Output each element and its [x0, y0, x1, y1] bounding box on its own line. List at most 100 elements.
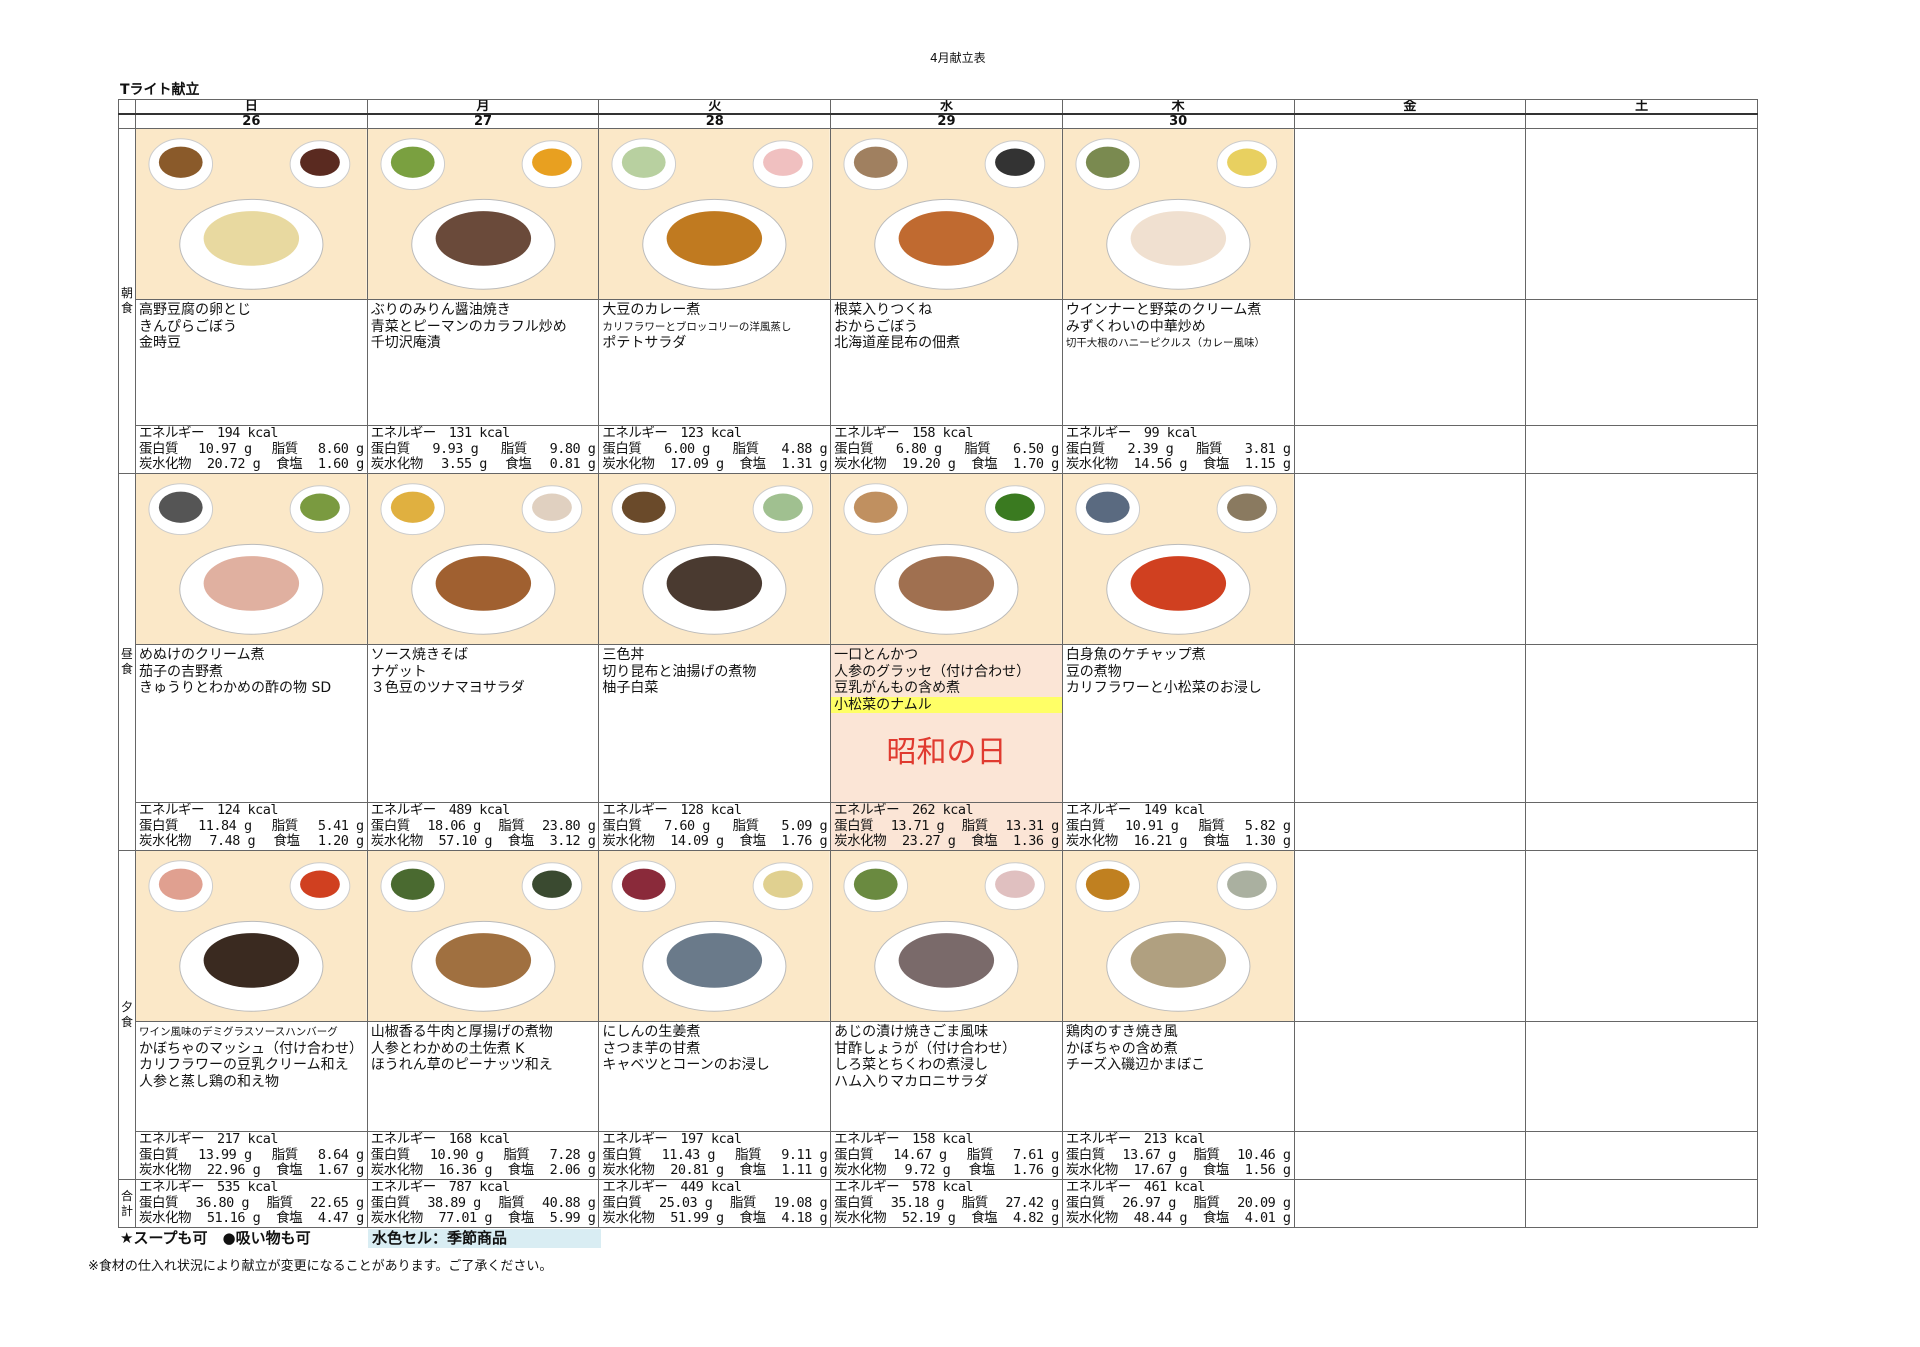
date: 26 [242, 114, 261, 129]
carbs-value: 23.27 [901, 833, 941, 849]
fat-value: 5.41 [317, 817, 349, 834]
salt-value: 2.06 [549, 1162, 581, 1178]
unit-g: g [819, 1146, 828, 1163]
meal-photo-cell [1293, 128, 1527, 300]
unit-g: g [252, 1162, 261, 1178]
nutrition-line: 蛋白質 9.93 g 脂質 9.80 g [370, 440, 596, 458]
meal-photo-cell [366, 473, 600, 645]
meal-photo [368, 129, 598, 299]
energy-line: エネルギー 213 kcal [1065, 1131, 1291, 1148]
unit-g: g [1051, 456, 1059, 472]
protein-label: 蛋白質 [370, 440, 411, 457]
protein-label: 蛋白質 [602, 1194, 642, 1211]
salt-label: 食塩 [507, 1210, 535, 1226]
day-of-week-header: 金 [1293, 99, 1527, 115]
unit-g: g [819, 833, 828, 849]
protein-value: 6.00 [664, 440, 695, 457]
unit-g: g [484, 833, 492, 849]
unit-kcal: kcal [247, 425, 279, 441]
meal-photo-cell [1061, 128, 1295, 300]
day-of-week: 木 [1171, 99, 1185, 114]
energy-line: エネルギー 461 kcal [1066, 1181, 1291, 1196]
nutrition-line: 蛋白質 10.97 g 脂質 8.60 g [139, 441, 364, 458]
nutrition-line: 炭水化物 77.01 g 食塩 5.99 g [370, 1210, 596, 1227]
menu-items-cell: めぬけのクリーム煮 茄子の吉野煮 きゅうりとわかめの酢の物 SD [135, 644, 368, 803]
fat-value: 10.46 [1237, 1146, 1276, 1163]
protein-value: 38.89 [427, 1194, 466, 1211]
unit-kcal: kcal [942, 1131, 974, 1147]
meal-label-breakfast: 朝食 [118, 128, 136, 474]
energy-line: エネルギー 158 kcal [834, 425, 1059, 442]
menu-item: 根菜入りつくね [834, 302, 933, 318]
menu-item: ハム入りマカロニサラダ [834, 1073, 989, 1090]
nutrition-cell [1525, 425, 1758, 474]
unit-kcal: kcal [942, 1179, 974, 1195]
daily-total-cell: エネルギー 449 kcal 蛋白質 25.03 g 脂質 19.08 g 炭水化物 51.… [598, 1179, 832, 1228]
menu-item: 人参のグラッセ（付け合わせ） [834, 663, 1031, 680]
carbs-label: 炭水化物 [602, 1210, 655, 1226]
salt-value: 1.30 [1244, 833, 1276, 849]
unit-kcal: kcal [479, 1179, 510, 1195]
nutrition-line: 炭水化物 9.72 g 食塩 1.76 g [834, 1162, 1059, 1179]
carbs-label: 炭水化物 [139, 833, 192, 849]
nutrition-line: 炭水化物 22.96 g 食塩 1.67 g [139, 1162, 364, 1179]
fat-value: 5.82 [1244, 817, 1276, 834]
meal-photo-cell [135, 473, 368, 645]
menu-item: チーズ入磯辺かまぼこ [1065, 1057, 1206, 1073]
protein-label: 蛋白質 [139, 1146, 179, 1163]
nutrition-line: 炭水化物 3.55 g 食塩 0.81 g [371, 456, 596, 473]
salt-value: 4.18 [781, 1210, 812, 1226]
nutrition-cell: エネルギー 194 kcal 蛋白質 10.97 g 脂質 8.60 g 炭水化物 20.7… [135, 425, 368, 474]
nutrition-cell [1293, 802, 1527, 851]
energy-label: エネルギー [370, 425, 437, 441]
unit-kcal: kcal [1166, 425, 1198, 441]
energy-label: エネルギー [834, 425, 900, 441]
fat-value: 6.50 [1013, 440, 1044, 457]
salt-value: 3.12 [549, 833, 581, 849]
energy-label: エネルギー [1065, 1131, 1132, 1147]
salt-value: 5.99 [549, 1210, 581, 1226]
nutrition-line: 炭水化物 20.81 g 食塩 1.11 g [602, 1162, 827, 1179]
nutrition-line: 炭水化物 57.10 g 食塩 3.12 g [370, 833, 596, 850]
daily-total-cell [1293, 1179, 1527, 1228]
menu-item: 北海道産昆布の佃煮 [834, 335, 961, 351]
menu-item: しろ菜とちくわの煮浸し [834, 1057, 989, 1073]
menu-items-cell: ソース焼きそば ナゲット ３色豆のツナマヨサラダ [366, 644, 600, 803]
unit-g: g [1282, 440, 1291, 457]
fat-label: 脂質 [498, 1194, 525, 1211]
carbs-label: 炭水化物 [370, 1210, 424, 1226]
energy-value: 124 [217, 802, 240, 818]
carbs-label: 炭水化物 [139, 456, 192, 472]
carbs-label: 炭水化物 [370, 833, 424, 849]
unit-g: g [1179, 1162, 1188, 1178]
unit-g: g [819, 456, 828, 472]
fat-value: 13.31 [1005, 817, 1044, 834]
unit-g: g [1051, 440, 1059, 457]
unit-g: g [470, 440, 479, 457]
nutrition-cell: エネルギー 168 kcal 蛋白質 10.90 g 脂質 7.28 g 炭水化物 16.3… [366, 1131, 600, 1180]
fat-label: 脂質 [498, 817, 525, 834]
meal-photo [136, 474, 367, 644]
menu-item: さつま芋の甘煮 [602, 1040, 701, 1057]
protein-value: 36.80 [195, 1194, 235, 1211]
unit-kcal: kcal [479, 425, 510, 441]
salt-value: 1.36 [1013, 833, 1044, 849]
carbs-label: 炭水化物 [602, 456, 655, 472]
nutrition-line: 炭水化物 19.20 g 食塩 1.70 g [834, 456, 1059, 473]
meal-photo-cell [135, 850, 368, 1022]
energy-value: 158 [912, 1131, 935, 1147]
menu-items-cell: 根菜入りつくね おからごぼう 北海道産昆布の佃煮 [830, 299, 1063, 426]
salt-value: 1.31 [781, 456, 812, 472]
unit-g: g [716, 833, 724, 849]
energy-value: 99 [1143, 425, 1160, 441]
unit-g: g [252, 1210, 261, 1226]
day-of-week-header: 日 [135, 99, 368, 115]
energy-value: 128 [680, 802, 704, 818]
energy-value: 149 [1143, 802, 1167, 818]
carbs-value: 20.81 [670, 1162, 709, 1178]
energy-value: 787 [448, 1179, 472, 1195]
fat-value: 20.09 [1237, 1194, 1276, 1211]
unit-g: g [587, 817, 596, 834]
carbs-value: 51.99 [670, 1210, 709, 1226]
unit-g: g [473, 1194, 481, 1211]
